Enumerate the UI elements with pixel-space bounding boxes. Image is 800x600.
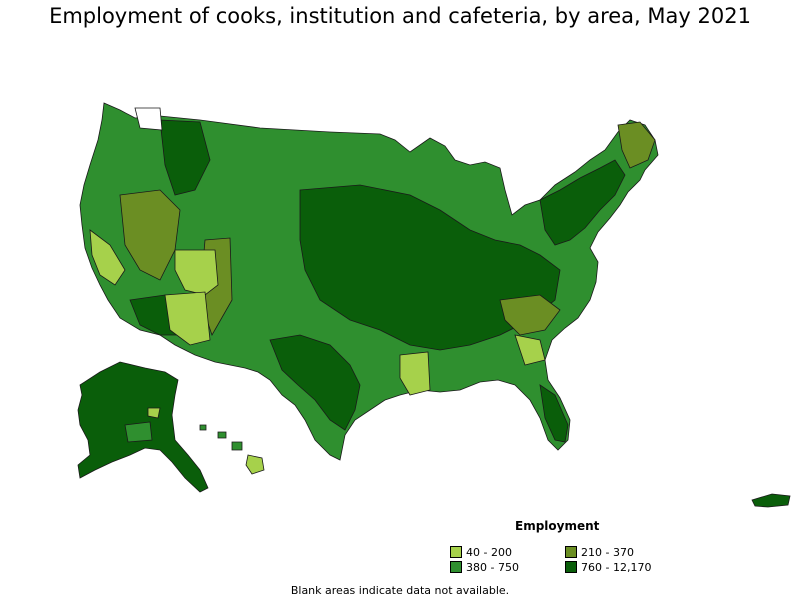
region-olive-maine <box>617 121 656 169</box>
region-light-newmexico <box>164 291 211 346</box>
region-dark-northwest <box>159 119 211 196</box>
region-dark-texas <box>269 334 361 431</box>
hawaii-oahu <box>217 431 227 439</box>
alaska-inset-light <box>147 407 161 419</box>
map-title: Employment of cooks, institution and caf… <box>49 4 751 28</box>
hawaii <box>199 424 265 475</box>
legend-swatch <box>565 546 577 558</box>
alaska <box>77 361 209 493</box>
legend-item-380-750: 380 - 750 <box>450 560 519 574</box>
region-blank-washington <box>134 107 163 131</box>
legend-title: Employment <box>515 519 600 533</box>
region-light-california <box>89 229 126 286</box>
hawaii-maui <box>231 441 243 451</box>
legend-item-40-200: 40 - 200 <box>450 545 512 559</box>
legend-swatch <box>565 561 577 573</box>
legend-item-210-370: 210 - 370 <box>565 545 634 559</box>
region-olive-nevada <box>119 189 181 281</box>
legend-label: 380 - 750 <box>466 560 519 574</box>
alaska-inset-mid <box>124 421 153 443</box>
puerto-rico-shape <box>751 493 791 508</box>
region-dark-florida <box>539 384 569 443</box>
region-light-georgia <box>514 334 546 366</box>
hawaii-big-island <box>245 454 265 475</box>
hawaii-kauai <box>199 424 207 431</box>
contiguous-us <box>79 102 659 461</box>
legend-item-760-12170: 760 - 12,170 <box>565 560 651 574</box>
data-availability-note: Blank areas indicate data not available. <box>290 584 510 597</box>
region-olive-carolinas <box>499 294 561 336</box>
legend-swatch <box>450 546 462 558</box>
puerto-rico <box>751 493 791 508</box>
legend-label: 760 - 12,170 <box>581 560 652 574</box>
legend-label: 210 - 370 <box>581 545 634 559</box>
region-dark-northeast <box>539 159 626 246</box>
region-light-mississippi <box>399 351 431 396</box>
legend-swatch <box>450 561 462 573</box>
legend-label: 40 - 200 <box>466 545 512 559</box>
